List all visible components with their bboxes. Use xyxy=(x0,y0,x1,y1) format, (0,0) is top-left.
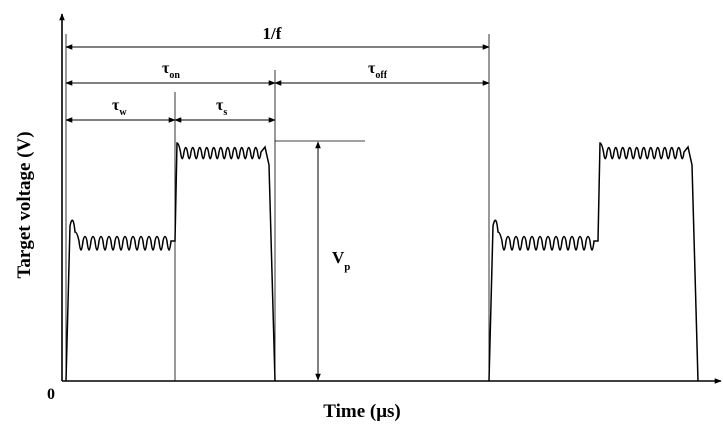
on-time-label: τon xyxy=(162,60,180,81)
origin-label: 0 xyxy=(47,386,55,403)
x-axis-label: Time (μs) xyxy=(323,401,400,422)
peak-voltage-label: Vp xyxy=(332,248,350,273)
w-time-label: τw xyxy=(112,97,127,118)
s-time-label: τs xyxy=(216,97,227,118)
y-axis-label: Target voltage (V) xyxy=(14,131,35,278)
period-label: 1/f xyxy=(263,24,282,43)
voltage-pulse-2 xyxy=(489,143,698,381)
voltage-pulse-1 xyxy=(66,143,275,381)
off-time-label: τoff xyxy=(368,60,388,81)
